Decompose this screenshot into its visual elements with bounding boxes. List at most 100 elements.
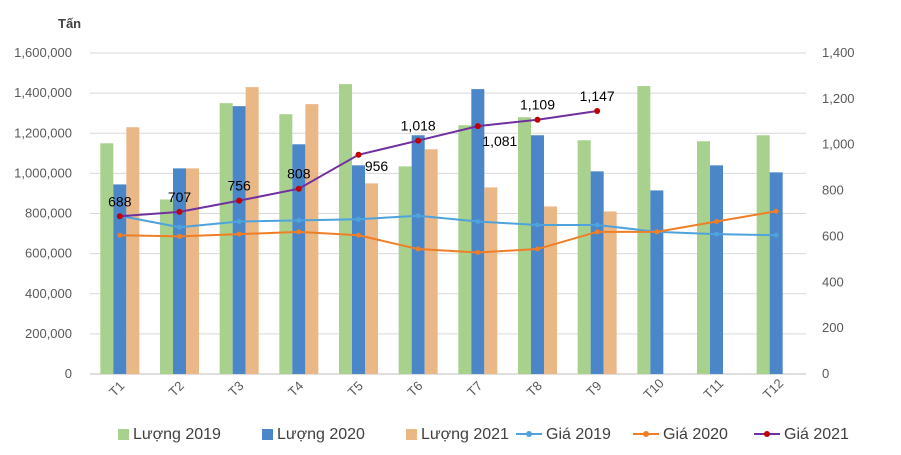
- price-line: [119, 210, 777, 254]
- line-point: [356, 232, 361, 238]
- legend-marker: [643, 431, 649, 437]
- price-line: [119, 214, 777, 237]
- bar: [219, 103, 233, 374]
- bar: [603, 211, 617, 374]
- legend-label: Lượng 2021: [421, 426, 509, 443]
- bar: [113, 184, 127, 374]
- bar: [100, 143, 114, 374]
- bar: [471, 89, 485, 375]
- bar: [245, 87, 259, 374]
- y-right-tick-label: 1,200: [822, 91, 855, 106]
- line-point: [415, 137, 422, 144]
- legend-marker: [764, 431, 770, 437]
- price-data-label: 808: [287, 166, 311, 182]
- bar: [424, 149, 438, 374]
- price-data-label: 1,081: [482, 133, 517, 149]
- line-point: [594, 222, 600, 228]
- axes: Tấn 0 200,000 400,000 600,000 800,000 1,000,0…: [14, 16, 854, 402]
- y-unit-label: Tấn: [58, 16, 81, 31]
- legend-label: Giá 2020: [663, 426, 728, 443]
- y-right-tick-label: 1,000: [822, 137, 855, 152]
- legend-label: Giá 2021: [784, 426, 849, 443]
- y-left-tick-label: 1,200,000: [14, 125, 72, 140]
- bar: [531, 135, 544, 374]
- legend-swatch: [118, 429, 129, 440]
- x-tick-label: T11: [700, 376, 726, 402]
- line-point: [415, 246, 421, 252]
- bar: [458, 125, 472, 374]
- bar: [756, 135, 770, 374]
- bar: [484, 187, 498, 374]
- y-left-tick-label: 1,000,000: [14, 165, 72, 180]
- price-data-label: 1,147: [580, 88, 615, 104]
- x-tick-label: T5: [345, 378, 366, 399]
- bar: [173, 168, 186, 374]
- y-right-tick-label: 800: [822, 183, 844, 198]
- line-point: [535, 246, 540, 252]
- x-tick-label: T1: [106, 378, 127, 399]
- bar: [650, 190, 664, 374]
- gridlines: [90, 52, 806, 375]
- x-tick-label: T10: [640, 376, 666, 402]
- price-data-label: 688: [108, 193, 132, 209]
- line-point: [117, 232, 123, 238]
- price-data-label: 1,109: [520, 97, 555, 113]
- data-labels: 688 707 756 808 956 1,018 1,081 1,109 1,147: [108, 88, 615, 209]
- line-point: [236, 231, 242, 237]
- y-left-tick-label: 1,400,000: [14, 85, 72, 100]
- y-right-tick-label: 400: [822, 274, 844, 289]
- bar: [544, 206, 557, 374]
- line-point: [474, 123, 481, 130]
- y-left-tick-label: 1,600,000: [14, 45, 72, 60]
- legend-swatch: [262, 429, 273, 440]
- bar: [160, 199, 173, 374]
- y-left-tick-label: 600,000: [25, 246, 72, 261]
- line-point: [654, 229, 660, 235]
- line-point: [415, 213, 421, 219]
- x-tick-label: T8: [524, 378, 545, 399]
- bar: [697, 141, 710, 374]
- bar: [577, 140, 591, 374]
- y-left-tick-label: 0: [65, 366, 72, 381]
- line-point: [594, 108, 601, 115]
- line-point: [714, 231, 719, 237]
- line-point: [177, 224, 182, 230]
- legend-marker: [526, 431, 532, 437]
- bar: [339, 84, 352, 375]
- legend-label: Giá 2019: [546, 426, 611, 443]
- bar: [769, 172, 783, 374]
- bars: [100, 84, 783, 375]
- legend: Lượng 2019 Lượng 2020 Lượng 2021 Giá 2019 Gi…: [118, 426, 849, 443]
- bar: [411, 135, 425, 374]
- x-tick-label: T6: [404, 378, 425, 399]
- bar: [590, 171, 604, 374]
- bar: [398, 166, 412, 374]
- y-right-tick-label: 600: [822, 228, 844, 243]
- line-point: [535, 222, 540, 228]
- price-data-label: 707: [168, 189, 192, 205]
- price-lines: [116, 108, 779, 255]
- bar: [126, 127, 140, 374]
- line-point: [296, 217, 302, 223]
- bar: [186, 168, 199, 374]
- bar: [279, 114, 293, 375]
- x-tick-label: T2: [166, 378, 187, 399]
- line-point: [356, 216, 361, 222]
- line-point: [116, 213, 123, 220]
- bar: [710, 165, 723, 374]
- line-point: [296, 229, 302, 235]
- legend-swatch: [406, 429, 417, 440]
- bar: [232, 106, 246, 375]
- line-point: [236, 219, 242, 225]
- y-right-tick-label: 1,400: [822, 45, 855, 60]
- line-point: [295, 185, 302, 192]
- line-point: [773, 208, 779, 214]
- y-left-tick-label: 800,000: [25, 206, 72, 221]
- price-data-label: 756: [227, 178, 251, 194]
- bar: [365, 183, 378, 374]
- line-point: [475, 219, 481, 225]
- legend-label: Lượng 2019: [133, 426, 221, 443]
- y-right-tick-label: 200: [822, 320, 844, 335]
